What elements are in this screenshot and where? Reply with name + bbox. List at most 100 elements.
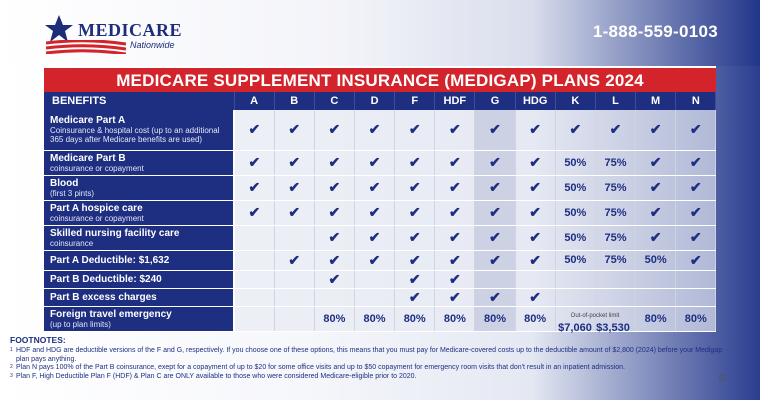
coverage-cell	[555, 288, 596, 307]
coverage-cell: ✔	[474, 288, 516, 307]
checkmark-icon: ✔	[328, 270, 341, 287]
coverage-cell: 50%	[555, 250, 596, 271]
coverage-cell: 50%	[555, 175, 596, 201]
coverage-percent: 80%	[684, 312, 707, 325]
checkmark-icon: ✔	[328, 154, 341, 170]
coverage-cell: ✔	[635, 225, 677, 251]
checkmark-icon: ✔	[689, 154, 702, 170]
coverage-cell: ✔	[434, 150, 476, 176]
coverage-cell: 80%	[675, 306, 717, 332]
coverage-cell: ✔	[635, 200, 677, 226]
coverage-cell: 75%	[595, 225, 637, 251]
coverage-cell: ✔	[314, 110, 355, 151]
checkmark-icon: ✔	[368, 121, 381, 138]
benefit-label: Skilled nursing facility care coinsurance	[44, 225, 235, 251]
checkmark-icon: ✔	[689, 179, 702, 195]
out-of-pocket-label: Out-of-pocket limit	[570, 313, 620, 319]
coverage-cell: 80%	[434, 306, 476, 332]
table-row: Medicare Part A Coinsurance & hospital co…	[44, 110, 717, 151]
table-header-row: BENEFITS A B C D F HDF G HDG K L M N	[44, 92, 717, 110]
benefit-title: Part A Deductible: $1,632	[50, 254, 170, 266]
coverage-percent: 80%	[443, 312, 466, 325]
coverage-cell: ✔	[595, 110, 637, 151]
coverage-cell: 80%	[354, 306, 396, 332]
coverage-cell: ✔	[434, 288, 476, 307]
plans-table: BENEFITS A B C D F HDF G HDG K L M N Medicare Part …	[44, 92, 717, 332]
checkmark-icon: ✔	[448, 121, 461, 138]
plan-header-m: M	[635, 92, 677, 110]
plan-header-l: L	[595, 92, 637, 110]
coverage-cell: ✔	[515, 288, 556, 307]
checkmark-icon: ✔	[448, 229, 461, 245]
out-of-pocket-limit: Out-of-pocket limit $7,060 $3,530	[555, 313, 635, 334]
logo-name: MEDICARE	[78, 20, 183, 40]
coverage-cell	[234, 225, 275, 251]
coverage-cell	[635, 288, 677, 307]
plan-header-b: B	[274, 92, 315, 110]
coverage-cell: ✔	[515, 150, 556, 176]
coverage-cell: ✔	[274, 110, 315, 151]
copyright-icon: ©	[718, 373, 726, 384]
checkmark-icon: ✔	[288, 154, 301, 170]
logo-subtitle: Nationwide	[130, 40, 175, 50]
checkmark-icon: ✔	[408, 288, 421, 305]
coverage-cell	[595, 306, 637, 332]
coverage-percent: 75%	[604, 156, 627, 169]
coverage-cell	[555, 306, 596, 332]
coverage-cell: ✔	[515, 200, 556, 226]
coverage-cell	[234, 306, 275, 332]
coverage-cell: ✔	[314, 250, 355, 271]
table-row: Skilled nursing facility care coinsurance…	[44, 225, 717, 251]
coverage-cell: ✔	[474, 200, 516, 226]
coverage-cell: ✔	[354, 225, 396, 251]
table-row: Foreign travel emergency (up to plan limi…	[44, 306, 717, 332]
coverage-cell: ✔	[314, 225, 355, 251]
checkmark-icon: ✔	[689, 251, 702, 268]
checkmark-icon: ✔	[649, 121, 662, 138]
checkmark-icon: ✔	[288, 121, 301, 138]
footnote-text: Plan F, High Deductible Plan F (HDF) & P…	[16, 372, 417, 380]
checkmark-icon: ✔	[649, 154, 662, 170]
benefit-label: Part A hospice care coinsurance or copaym…	[44, 200, 235, 226]
benefit-subtitle: (first 3 pints)	[50, 188, 95, 198]
coverage-cell: ✔	[274, 175, 315, 201]
coverage-cell: ✔	[394, 110, 436, 151]
checkmark-icon: ✔	[489, 288, 501, 305]
checkmark-icon: ✔	[408, 229, 421, 245]
plan-header-c: C	[314, 92, 355, 110]
coverage-cell: 50%	[555, 200, 596, 226]
checkmark-icon: ✔	[448, 288, 461, 305]
coverage-cell: ✔	[474, 250, 516, 271]
coverage-cell: ✔	[474, 150, 516, 176]
plan-header-hdf: HDF	[434, 92, 476, 110]
coverage-cell	[635, 270, 677, 289]
coverage-cell: 75%	[595, 150, 637, 176]
coverage-cell: ✔	[515, 110, 556, 151]
benefit-title: Blood	[50, 177, 79, 189]
checkmark-icon: ✔	[368, 204, 381, 220]
checkmark-icon: ✔	[408, 204, 421, 220]
footnote-number: 2	[10, 364, 13, 371]
coverage-cell: ✔	[234, 150, 275, 176]
phone-number[interactable]: 1-888-559-0103	[592, 22, 718, 41]
checkmark-icon: ✔	[328, 204, 341, 220]
footnote-text: Plan N pays 100% of the Part B coinsuran…	[16, 364, 625, 372]
benefit-title: Part B excess charges	[50, 291, 157, 303]
checkmark-icon: ✔	[288, 251, 301, 268]
coverage-cell: ✔	[434, 110, 476, 151]
checkmark-icon: ✔	[448, 154, 461, 170]
medicare-logo[interactable]: MEDICARE Nationwide	[44, 14, 194, 54]
checkmark-icon: ✔	[649, 229, 662, 245]
coverage-cell: ✔	[394, 250, 436, 271]
checkmark-icon: ✔	[328, 121, 341, 138]
coverage-cell	[354, 288, 396, 307]
coverage-cell	[675, 288, 717, 307]
coverage-cell	[354, 270, 396, 289]
checkmark-icon: ✔	[448, 251, 461, 268]
coverage-percent: 50%	[564, 254, 587, 266]
coverage-cell: ✔	[354, 175, 396, 201]
coverage-cell: ✔	[474, 110, 516, 151]
coverage-cell	[274, 225, 315, 251]
coverage-cell: 75%	[595, 175, 637, 201]
